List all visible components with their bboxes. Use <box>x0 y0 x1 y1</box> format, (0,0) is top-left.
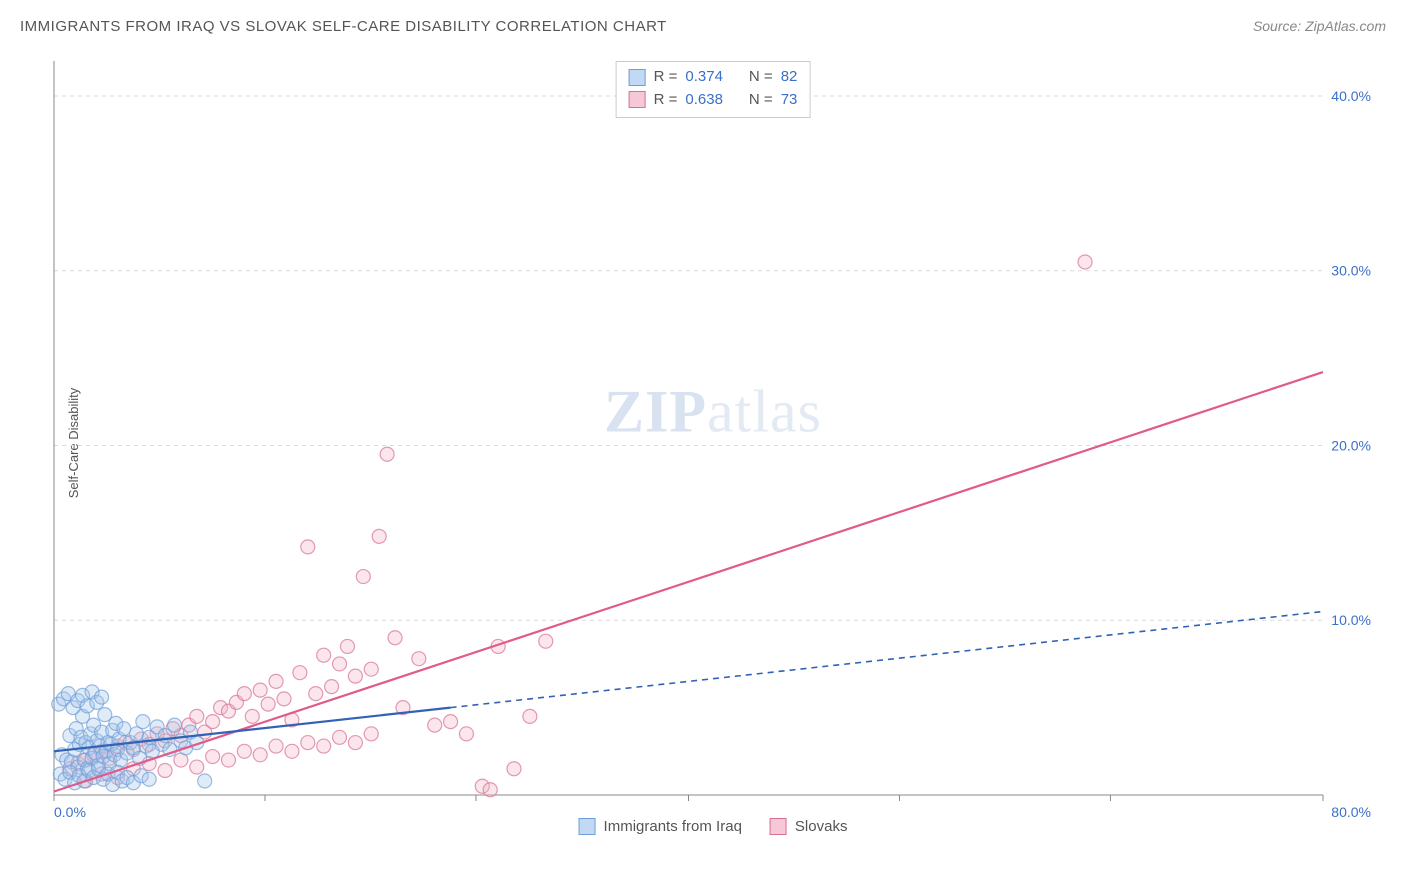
svg-text:0.0%: 0.0% <box>54 804 86 820</box>
series-legend: Immigrants from Iraq Slovaks <box>579 818 848 835</box>
swatch-slovak <box>629 91 646 108</box>
swatch-iraq <box>629 69 646 86</box>
svg-text:30.0%: 30.0% <box>1331 263 1371 279</box>
chart-area: Self-Care Disability 10.0%20.0%30.0%40.0… <box>48 55 1378 830</box>
legend-item-iraq: Immigrants from Iraq <box>579 818 742 835</box>
svg-text:80.0%: 80.0% <box>1331 804 1371 820</box>
svg-text:10.0%: 10.0% <box>1331 612 1371 628</box>
swatch-iraq <box>579 818 596 835</box>
legend-row-slovak: R = 0.638 N = 73 <box>629 89 798 112</box>
correlation-legend: R = 0.374 N = 82 R = 0.638 N = 73 <box>616 61 811 118</box>
scatter-plot: 10.0% 20.0% 30.0% 40.0% 0.0% 80.0% <box>48 55 1378 830</box>
swatch-slovak <box>770 818 787 835</box>
legend-row-iraq: R = 0.374 N = 82 <box>629 66 798 89</box>
svg-text:40.0%: 40.0% <box>1331 88 1371 104</box>
legend-item-slovak: Slovaks <box>770 818 848 835</box>
source-attribution: Source: ZipAtlas.com <box>1253 18 1386 34</box>
chart-title: IMMIGRANTS FROM IRAQ VS SLOVAK SELF-CARE… <box>20 18 667 35</box>
svg-text:20.0%: 20.0% <box>1331 437 1371 453</box>
